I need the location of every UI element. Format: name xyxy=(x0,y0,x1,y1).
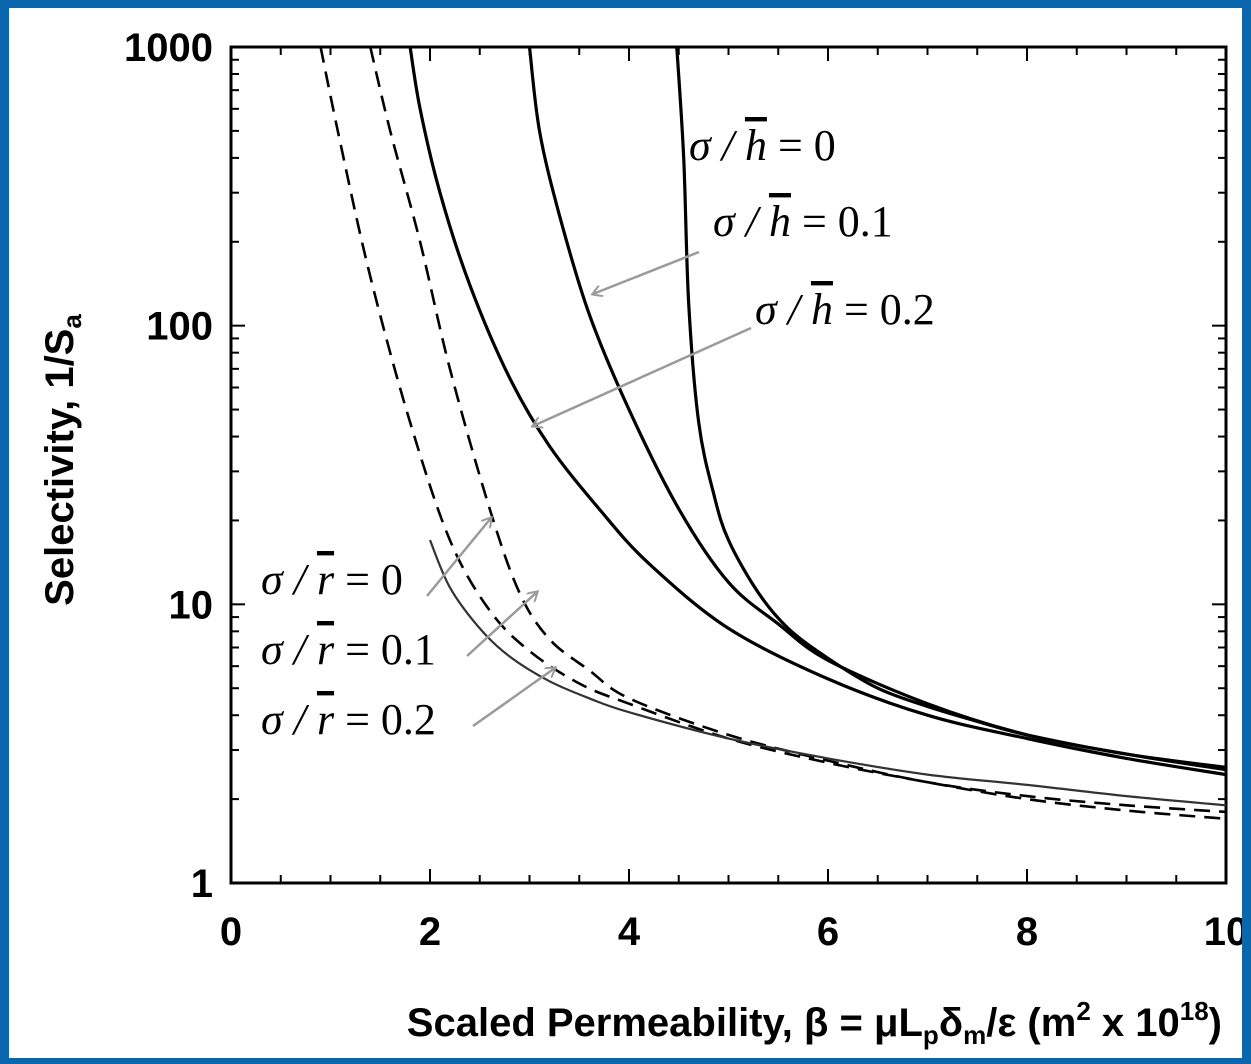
series-line-3 xyxy=(408,46,1227,777)
x-tick-label: 4 xyxy=(618,910,641,954)
annotation-label-3: σ / h = 0.2 xyxy=(755,285,935,334)
tick-labels: 0 2 4 6 8 10 1 10 100 1000 xyxy=(124,26,1242,954)
y-tick-label: 100 xyxy=(146,305,213,349)
annotation-arrow-5 xyxy=(466,592,537,657)
annotation-label-6: σ / r = 0.2 xyxy=(261,695,436,744)
plot-frame xyxy=(229,45,1228,885)
x-axis-title: Scaled Permeability, β = μLpδm/ε (m2 x 1… xyxy=(407,996,1222,1050)
y-axis-title: Selectivity, 1/Sa xyxy=(38,314,87,606)
x-tick-label: 8 xyxy=(1016,910,1038,954)
annotation-label-5: σ / r = 0.1 xyxy=(261,625,436,674)
series-line-6 xyxy=(428,539,1227,807)
annotation-arrow-3 xyxy=(533,326,752,426)
y-tick-label: 1000 xyxy=(124,26,213,70)
series-group xyxy=(319,46,1227,821)
annotation-arrow-4 xyxy=(426,518,491,597)
y-tick-label: 10 xyxy=(169,583,214,627)
annotation-arrows xyxy=(426,250,752,728)
x-tick-label: 6 xyxy=(817,910,839,954)
axis-ticks xyxy=(230,46,1227,884)
annotation-label-2: σ / h = 0.1 xyxy=(713,197,893,246)
annotation-arrow-2 xyxy=(593,250,700,294)
y-tick-label: 1 xyxy=(191,862,213,906)
annotation-arrow-6 xyxy=(472,668,555,728)
series-line-5 xyxy=(319,46,1227,821)
annotation-label-1: σ / h = 0 xyxy=(689,121,836,170)
x-tick-label: 10 xyxy=(1204,910,1242,954)
series-line-2 xyxy=(527,46,1227,772)
series-line-4 xyxy=(369,46,1227,814)
annotation-label-4: σ / r = 0 xyxy=(261,555,403,604)
x-tick-label: 0 xyxy=(220,910,242,954)
annotation-labels: σ / h = 0 σ / h = 0.1 σ / h = 0.2 σ / r = 0… xyxy=(261,121,935,744)
x-tick-label: 2 xyxy=(419,910,441,954)
plot-area-border xyxy=(229,45,1228,885)
